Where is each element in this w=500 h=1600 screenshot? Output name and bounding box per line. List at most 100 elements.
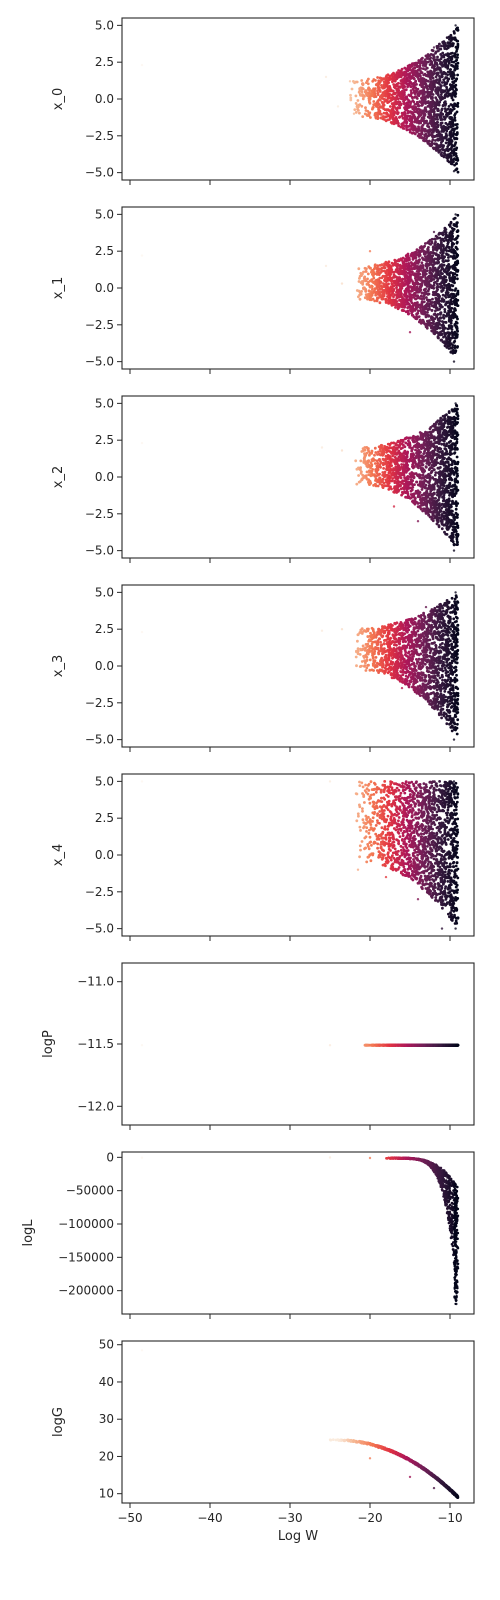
scatter-point [452, 65, 455, 68]
y-tick-label: 0.0 [95, 281, 114, 295]
scatter-point [453, 53, 457, 57]
scatter-point [400, 270, 403, 273]
scatter-point [453, 119, 457, 122]
scatter-point [429, 302, 432, 306]
scatter-point [431, 304, 434, 308]
scatter-point [392, 490, 396, 494]
scatter-point [349, 98, 353, 102]
scatter-point [415, 90, 419, 93]
scatter-point [443, 151, 446, 155]
y-tick-label: 5.0 [95, 207, 114, 221]
scatter-point [435, 78, 439, 82]
scatter-point [451, 499, 454, 503]
scatter-point [432, 484, 436, 488]
scatter-point [385, 270, 389, 273]
scatter-point [412, 263, 415, 266]
scatter-point [367, 447, 370, 450]
scatter-point [454, 502, 458, 506]
scatter-point [367, 280, 370, 284]
scatter-point [442, 41, 446, 45]
scatter-point [452, 170, 456, 173]
scatter-point [440, 135, 444, 139]
scatter-point [435, 282, 439, 286]
scatter-point [451, 98, 455, 102]
scatter-point [456, 56, 459, 59]
scatter-point [429, 242, 433, 246]
scatter-point [420, 291, 424, 295]
scatter-point [446, 460, 450, 464]
scatter-point [451, 71, 454, 75]
scatter-point [403, 263, 407, 267]
scatter-point [449, 319, 453, 322]
scatter-point [384, 279, 387, 283]
scatter-point [425, 74, 428, 78]
scatter-point [443, 530, 446, 534]
scatter-point [439, 509, 443, 513]
scatter-point [422, 320, 425, 323]
scatter-point [450, 421, 454, 424]
scatter-point [364, 89, 367, 93]
scatter-point [434, 234, 438, 238]
scatter-point [370, 94, 374, 98]
scatter-point [354, 459, 358, 463]
scatter-point [435, 306, 439, 310]
scatter-point [439, 123, 443, 127]
scatter-point [445, 156, 448, 159]
scatter-point [381, 274, 385, 278]
scatter-point [374, 95, 378, 98]
scatter-point [364, 92, 368, 95]
scatter-point [431, 297, 434, 301]
scatter-point [408, 285, 411, 289]
scatter-point [447, 344, 451, 348]
scatter-point [408, 436, 412, 440]
scatter-point [377, 288, 380, 292]
scatter-point [444, 326, 447, 330]
scatter-point [452, 148, 456, 151]
scatter-point [424, 454, 428, 458]
scatter-point [408, 331, 412, 334]
scatter-point [442, 514, 446, 518]
scatter-point [408, 472, 412, 476]
scatter-point [370, 458, 374, 462]
scatter-point [443, 417, 447, 421]
scatter-point [432, 79, 436, 83]
scatter-point [439, 276, 442, 280]
scatter-point [379, 280, 382, 284]
scatter-point [447, 295, 451, 298]
scatter-point [418, 267, 422, 271]
scatter-point [443, 89, 447, 93]
scatter-point [424, 255, 427, 258]
scatter-point [415, 270, 419, 273]
scatter-point [378, 263, 382, 267]
scatter-point [454, 92, 458, 96]
scatter-point [447, 105, 451, 108]
scatter-point [401, 446, 404, 450]
scatter-point [429, 85, 432, 88]
y-axis-label: x_1 [51, 277, 66, 299]
scatter-point [452, 129, 456, 133]
scatter-point [433, 129, 436, 132]
scatter-point [453, 344, 457, 348]
scatter-point [435, 134, 439, 138]
scatter-point [433, 123, 436, 127]
scatter-point [452, 314, 456, 317]
scatter-point [456, 39, 460, 43]
scatter-point [443, 334, 447, 338]
scatter-point [421, 67, 425, 70]
scatter-point [411, 115, 414, 119]
scatter-point [375, 459, 379, 463]
scatter-point [434, 101, 437, 105]
scatter-point [427, 472, 430, 476]
scatter-point [414, 462, 418, 466]
scatter-point [377, 450, 380, 454]
scatter-point [402, 302, 406, 306]
scatter-point [433, 104, 437, 108]
scatter-point [373, 272, 377, 275]
scatter-point [417, 59, 421, 62]
scatter-point [410, 273, 414, 276]
scatter-point [453, 451, 457, 454]
scatter-point [405, 296, 409, 299]
scatter-point [399, 72, 403, 76]
scatter-point [399, 278, 402, 282]
scatter-point [451, 294, 455, 298]
